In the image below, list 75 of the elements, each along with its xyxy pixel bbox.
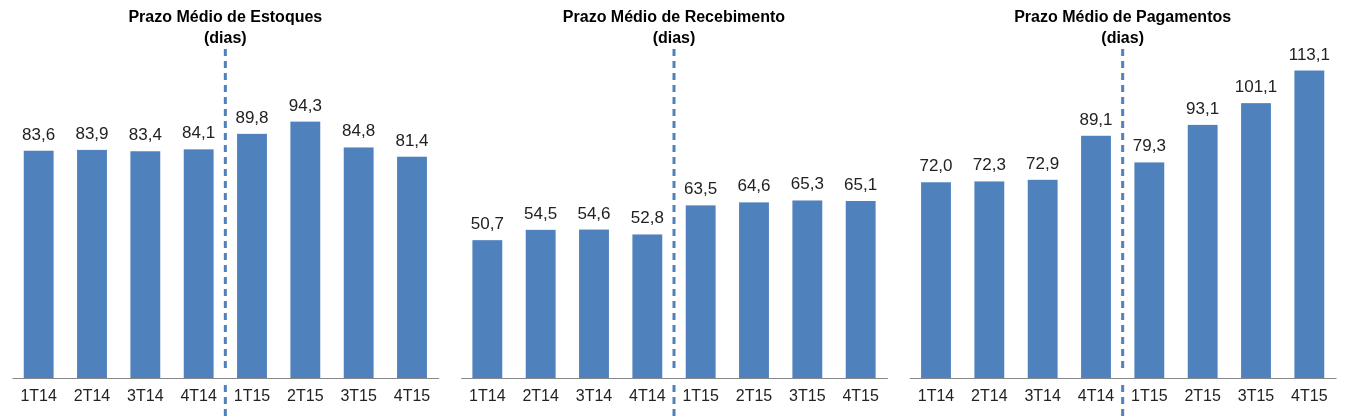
x-tick-label: 4T15	[393, 387, 431, 405]
bar	[632, 234, 663, 378]
data-label: 72,9	[1026, 153, 1060, 173]
x-tick-label: 1T15	[1131, 387, 1168, 405]
data-label: 89,8	[235, 107, 269, 127]
x-tick-label: 3T14	[1024, 387, 1061, 405]
bar	[1294, 70, 1325, 378]
x-tick-label: 2T14	[971, 387, 1008, 405]
x-tick-label: 1T14	[469, 387, 506, 405]
bar	[1027, 179, 1058, 378]
bar	[685, 205, 716, 378]
bar	[472, 240, 503, 378]
data-label: 89,1	[1079, 109, 1113, 129]
x-tick-label: 1T15	[233, 387, 271, 405]
x-tick-label: 3T15	[340, 387, 377, 405]
data-label: 81,4	[395, 130, 429, 150]
data-label: 84,8	[342, 121, 376, 141]
chart-title: Prazo Médio de Recebimento (dias)	[562, 8, 786, 46]
data-label: 93,1	[1186, 98, 1220, 118]
data-label: 63,5	[684, 179, 718, 199]
bar	[183, 149, 214, 378]
data-label: 64,6	[737, 176, 771, 196]
bar	[525, 229, 556, 378]
chart-title: Prazo Médio de Pagamentos (dias)	[1014, 8, 1232, 46]
data-label: 83,9	[75, 123, 109, 143]
data-label: 50,7	[470, 214, 504, 234]
bar	[1081, 135, 1111, 378]
x-tick-label: 3T15	[789, 387, 826, 405]
x-tick-label: 4T14	[1077, 387, 1115, 405]
bar	[77, 149, 107, 378]
bar	[1134, 162, 1165, 378]
x-tick-label: 2T14	[522, 387, 559, 405]
bar	[579, 229, 609, 378]
bar	[921, 182, 951, 378]
data-label: 101,1	[1234, 77, 1278, 97]
x-tick-label: 4T15	[842, 387, 879, 405]
data-label: 113,1	[1288, 44, 1330, 64]
bar	[845, 201, 876, 378]
data-label: 65,1	[844, 175, 878, 195]
data-label: 72,3	[972, 155, 1006, 175]
bar	[974, 181, 1005, 378]
x-tick-label: 2T15	[287, 387, 324, 405]
x-tick-label: 4T14	[629, 387, 666, 405]
data-label: 94,3	[288, 95, 322, 115]
data-label: 84,1	[182, 123, 216, 143]
x-tick-label: 4T15	[1291, 387, 1328, 405]
x-tick-label: 4T14	[180, 387, 217, 405]
bar	[343, 147, 374, 378]
data-label: 65,3	[790, 174, 824, 194]
bar	[792, 200, 823, 378]
x-tick-label: 1T15	[682, 387, 719, 405]
bar	[397, 156, 427, 378]
data-label: 72,0	[919, 156, 953, 176]
data-label: 79,3	[1132, 136, 1166, 156]
data-label: 54,6	[577, 203, 611, 223]
data-label: 52,8	[630, 208, 664, 228]
x-tick-label: 2T15	[1184, 387, 1221, 405]
x-tick-label: 3T15	[1237, 387, 1275, 405]
bar	[290, 121, 321, 378]
bar	[237, 133, 267, 378]
x-tick-label: 1T14	[917, 387, 955, 405]
x-tick-label: 3T14	[575, 387, 613, 405]
bar	[23, 150, 54, 378]
chart-title: Prazo Médio de Estoques (dias)	[128, 8, 323, 46]
data-label: 83,6	[22, 124, 56, 144]
data-label: 54,5	[524, 203, 558, 223]
x-tick-label: 3T14	[127, 387, 164, 405]
x-tick-label: 2T15	[735, 387, 773, 405]
bar	[130, 151, 161, 378]
bar	[1187, 124, 1218, 378]
bar	[1241, 103, 1271, 378]
x-tick-label: 1T14	[20, 387, 57, 405]
x-tick-label: 2T14	[73, 387, 111, 405]
data-label: 83,4	[128, 125, 162, 145]
bar	[739, 202, 769, 378]
